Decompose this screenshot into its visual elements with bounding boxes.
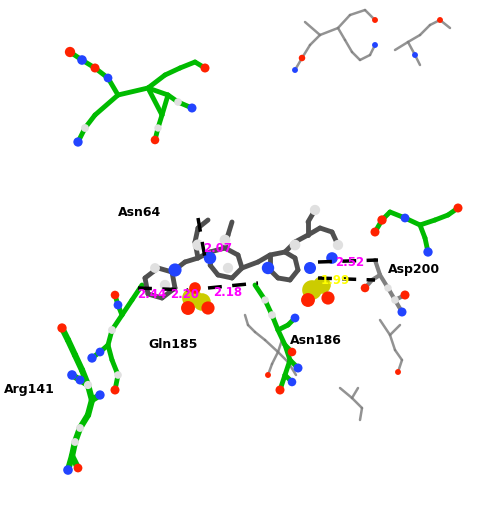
Point [264, 371, 272, 379]
Point [201, 64, 209, 72]
Point [71, 438, 79, 446]
Point [298, 54, 306, 62]
Point [204, 304, 212, 312]
Point [276, 386, 284, 394]
Point [221, 236, 229, 244]
Point [111, 291, 119, 299]
Point [291, 314, 299, 322]
Point [371, 16, 379, 24]
Point [191, 284, 199, 292]
Point [304, 296, 312, 304]
Point [324, 294, 332, 302]
Point [78, 56, 86, 64]
Text: Asn186: Asn186 [290, 334, 342, 346]
Point [58, 324, 66, 332]
Point [401, 291, 409, 299]
Text: 2.18: 2.18 [213, 285, 243, 299]
Text: 2.20: 2.20 [171, 288, 199, 302]
Text: Asn64: Asn64 [118, 205, 161, 219]
Point [371, 41, 379, 49]
Point [384, 284, 392, 292]
Point [74, 138, 82, 146]
Point [264, 264, 272, 272]
Point [184, 304, 192, 312]
Point [371, 228, 379, 236]
Point [96, 391, 104, 399]
Point [198, 298, 206, 306]
Point [378, 216, 386, 224]
Point [154, 124, 162, 132]
Point [151, 264, 159, 272]
Point [66, 48, 74, 56]
Point [171, 266, 179, 274]
Point [188, 294, 196, 302]
Point [294, 364, 302, 372]
Point [108, 326, 116, 334]
Point [74, 464, 82, 472]
Point [76, 424, 84, 432]
Text: 2.07: 2.07 [203, 241, 233, 255]
Point [151, 136, 159, 144]
Point [411, 51, 419, 59]
Point [394, 368, 402, 376]
Point [436, 16, 444, 24]
Point [311, 206, 319, 214]
Point [104, 74, 112, 82]
Point [224, 264, 232, 272]
Point [318, 281, 326, 289]
Point [401, 214, 409, 222]
Point [88, 354, 96, 362]
Point [114, 301, 122, 309]
Point [288, 348, 296, 356]
Point [68, 371, 76, 379]
Point [291, 241, 299, 249]
Point [174, 98, 182, 106]
Point [291, 66, 299, 74]
Point [194, 241, 202, 249]
Point [288, 378, 296, 386]
Point [261, 296, 269, 304]
Point [188, 104, 196, 112]
Point [398, 308, 406, 316]
Text: 1.99: 1.99 [320, 273, 350, 286]
Point [424, 248, 432, 256]
Point [91, 64, 99, 72]
Point [111, 386, 119, 394]
Point [161, 281, 169, 289]
Point [328, 254, 336, 262]
Point [454, 204, 462, 212]
Point [268, 311, 276, 319]
Text: Asp200: Asp200 [388, 264, 440, 276]
Text: 2.44: 2.44 [137, 288, 167, 302]
Point [206, 254, 214, 262]
Point [306, 264, 314, 272]
Text: 2.52: 2.52 [335, 257, 365, 270]
Point [308, 286, 316, 294]
Point [114, 371, 122, 379]
Point [64, 466, 72, 474]
Point [334, 241, 342, 249]
Point [81, 124, 89, 132]
Point [361, 284, 369, 292]
Point [391, 296, 399, 304]
Text: Arg141: Arg141 [4, 383, 55, 396]
Point [96, 348, 104, 356]
Point [84, 381, 92, 389]
Point [76, 376, 84, 384]
Text: Gln185: Gln185 [148, 339, 197, 351]
